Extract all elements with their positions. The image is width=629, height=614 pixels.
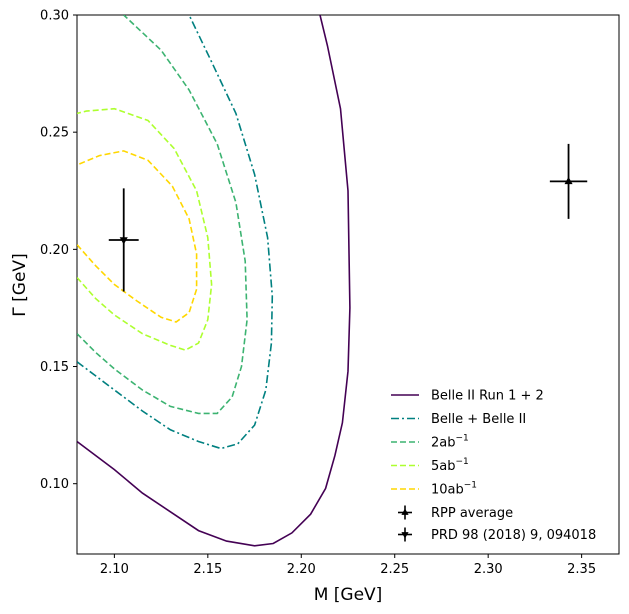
legend-label-1: Belle II Run 1 + 2 bbox=[431, 389, 544, 404]
y-tick-label: 0.30 bbox=[40, 9, 69, 24]
y-tick-label: 0.15 bbox=[40, 360, 69, 375]
marker-1 bbox=[564, 176, 573, 185]
x-tick-label: 2.15 bbox=[193, 562, 222, 577]
series-line-3 bbox=[77, 15, 248, 415]
error-points bbox=[108, 143, 588, 292]
contour-curves bbox=[77, 15, 351, 547]
legend-marker-2 bbox=[401, 532, 409, 539]
plot-area bbox=[76, 14, 620, 555]
series-line-1 bbox=[77, 15, 351, 547]
series-line-4 bbox=[77, 107, 213, 351]
legend-label-point-2: PRD 98 (2018) 9, 094018 bbox=[431, 528, 596, 543]
x-axis-label: M [GeV] bbox=[314, 585, 383, 605]
y-axis-label: Γ [GeV] bbox=[10, 253, 30, 316]
legend-marker-1 bbox=[401, 508, 409, 515]
y-tick-label: 0.25 bbox=[40, 126, 69, 141]
x-tick-label: 2.10 bbox=[100, 562, 129, 577]
x-axis: 2.10 2.15 2.20 2.25 2.30 2.35 bbox=[100, 554, 596, 577]
x-tick-label: 2.20 bbox=[287, 562, 316, 577]
legend-label-2: Belle + Belle II bbox=[431, 412, 526, 427]
legend-label-point-1: RPP average bbox=[431, 506, 513, 521]
series-line-2 bbox=[77, 15, 274, 450]
y-axis: 0.10 0.15 0.20 0.25 0.30 bbox=[40, 9, 77, 492]
y-tick-label: 0.10 bbox=[40, 477, 69, 492]
series-line-5 bbox=[77, 150, 198, 323]
marker-2 bbox=[119, 237, 128, 245]
x-tick-label: 2.35 bbox=[567, 562, 596, 577]
x-tick-label: 2.25 bbox=[380, 562, 409, 577]
y-tick-label: 0.20 bbox=[40, 243, 69, 258]
x-tick-label: 2.30 bbox=[474, 562, 503, 577]
